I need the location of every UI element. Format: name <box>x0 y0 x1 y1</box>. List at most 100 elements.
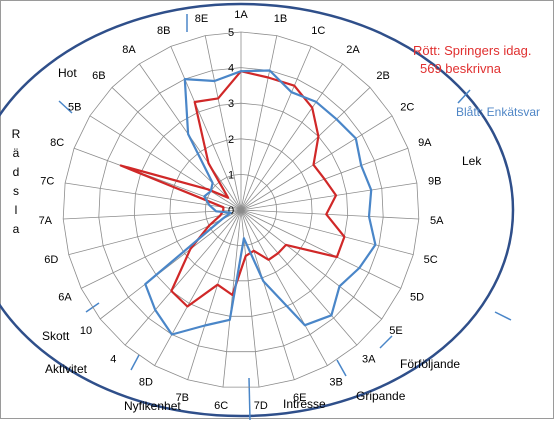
grid-spoke <box>240 209 419 220</box>
radial-tick-layer: 0 1 2 3 4 5 <box>228 27 234 217</box>
group-label: Skott <box>42 329 70 343</box>
group-separator <box>457 89 471 104</box>
category-label: 1B <box>274 13 287 25</box>
category-label: 10 <box>80 325 92 337</box>
group-label-layer: Lek Förföljande Gripande Intresse Nyfikenhet… <box>12 66 483 413</box>
radial-tick-label: 4 <box>228 63 234 75</box>
grid-spoke <box>63 209 242 220</box>
radial-tick-label: 0 <box>228 205 234 217</box>
grid-spoke <box>240 209 260 388</box>
group-label: Förföljande <box>400 357 460 371</box>
grid-spoke <box>240 209 401 289</box>
radial-tick-label: 1 <box>228 169 234 181</box>
grid-spoke <box>73 147 242 211</box>
category-label: 8C <box>50 137 64 149</box>
radial-tick-label: 3 <box>228 98 234 110</box>
group-separator <box>58 100 73 114</box>
legend-blue: Blått: Enkätsvar <box>456 105 540 119</box>
legend-red-line-1: Rött: Springers idag. <box>413 43 532 58</box>
grid-spoke <box>222 209 242 388</box>
group-label: Hot <box>58 66 77 80</box>
grid-spoke <box>81 209 242 289</box>
grid-spoke <box>170 46 242 211</box>
category-label: 7B <box>176 392 189 404</box>
category-label: 6A <box>58 291 72 303</box>
category-label: 5B <box>68 101 81 113</box>
group-separator <box>85 302 100 313</box>
category-label: 9A <box>418 137 432 149</box>
grid-spoke <box>240 87 371 211</box>
category-label: 6B <box>92 70 105 82</box>
category-label: 1A <box>234 9 248 21</box>
group-separator <box>248 377 251 421</box>
category-label: 5D <box>410 291 424 303</box>
grid-spoke <box>111 87 242 211</box>
category-label-layer: 1A 1B 1C 2A 2B 2C 9A 9B 5A 5C 5D 5E 3A 3B 6E 7D 6C 7B 8D 4 1… <box>39 9 445 412</box>
grid-spoke <box>240 46 312 211</box>
category-label: 1C <box>311 25 325 37</box>
group-label: Aktivitet <box>45 362 88 376</box>
legend-red-line-2: 569 beskrivna <box>420 61 502 76</box>
grid-layer <box>62 31 420 388</box>
category-label: 2C <box>400 101 414 113</box>
radial-tick-label: 5 <box>228 27 234 39</box>
series-blue-line <box>144 69 377 336</box>
group-separator <box>494 311 512 321</box>
category-label: 4 <box>110 354 116 366</box>
category-label: 6D <box>44 254 58 266</box>
grid-spoke <box>204 35 242 211</box>
category-label: 9B <box>428 175 441 187</box>
grid-ring <box>169 138 313 282</box>
category-label: 3A <box>362 354 376 366</box>
grid-spoke <box>240 209 383 320</box>
category-label: 5A <box>430 215 444 227</box>
category-label: 8E <box>195 13 208 25</box>
group-separator <box>336 359 347 377</box>
series-layer <box>119 69 377 336</box>
category-label: 7D <box>254 400 268 412</box>
category-label: 5E <box>389 325 402 337</box>
outer-ring <box>0 2 515 418</box>
grid-ring <box>133 102 349 317</box>
group-separator <box>379 335 393 349</box>
grid-spoke <box>68 209 242 255</box>
grid-spoke <box>124 209 242 346</box>
grid-ring <box>98 67 384 353</box>
grid-spoke <box>240 209 358 346</box>
outer-ring-layer <box>0 2 515 421</box>
category-label: 6C <box>214 400 228 412</box>
grid-spoke <box>240 182 417 211</box>
group-separator <box>130 354 140 371</box>
radial-tick-label: 2 <box>228 134 234 146</box>
group-label: Nyfikenhet <box>124 399 181 413</box>
grid-spoke <box>240 115 393 211</box>
category-label: 8B <box>157 25 170 37</box>
series-red-line <box>119 70 346 308</box>
grid-ring <box>62 31 420 388</box>
grid-spoke <box>99 209 242 320</box>
group-label: Lek <box>462 154 482 168</box>
category-label: 2B <box>376 70 389 82</box>
category-label: 5C <box>424 254 438 266</box>
grid-spoke <box>240 209 328 366</box>
category-label: 2A <box>346 44 360 56</box>
group-label: Gripande <box>356 389 406 403</box>
grid-spoke <box>240 63 344 211</box>
category-label: 3B <box>329 376 342 388</box>
grid-spoke <box>65 182 242 211</box>
grid-spoke <box>187 209 242 380</box>
grid-spoke <box>240 209 295 380</box>
grid-spoke <box>240 35 278 211</box>
grid-spoke <box>89 115 242 211</box>
category-label: 8A <box>122 44 136 56</box>
category-label: 6E <box>293 392 306 404</box>
category-label: 8D <box>139 376 153 388</box>
grid-spoke <box>240 209 414 255</box>
category-label: 7A <box>39 215 53 227</box>
category-label: 7C <box>40 175 54 187</box>
grid-spoke <box>154 209 242 366</box>
group-label: Intresse <box>283 397 326 411</box>
